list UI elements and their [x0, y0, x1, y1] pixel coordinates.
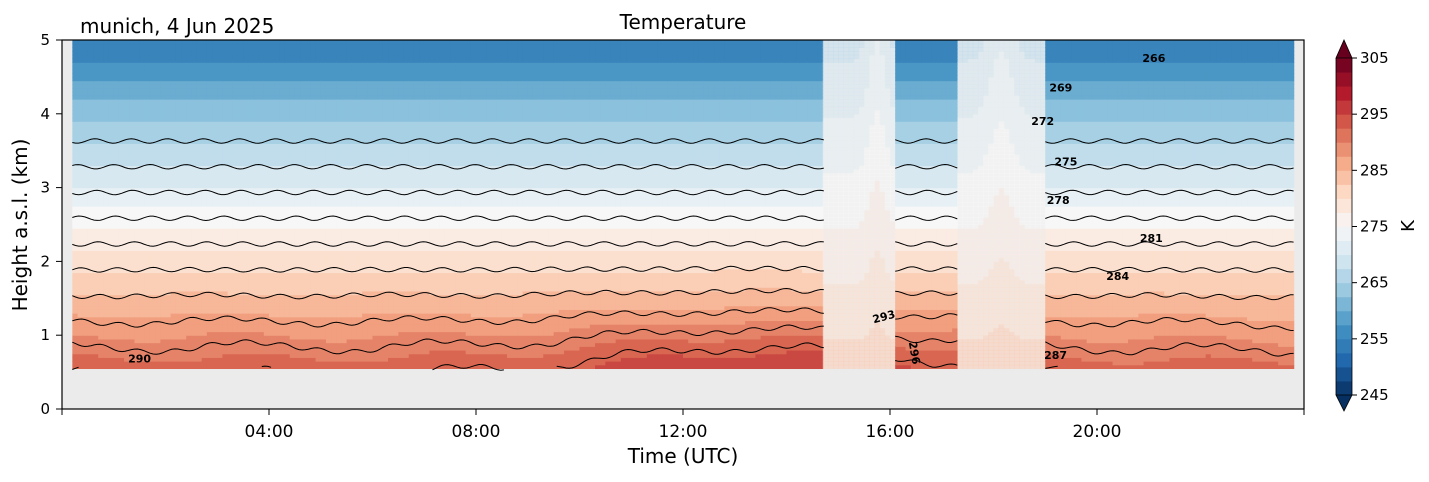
temperature-field — [72, 40, 1294, 369]
location-date-label: munich, 4 Jun 2025 — [80, 14, 274, 38]
contour-label-290: 290 — [128, 353, 151, 366]
colorbar-band — [1336, 156, 1352, 171]
y-axis-title: Height a.s.l. (km) — [8, 139, 32, 312]
colorbar-tick-label: 275 — [1360, 218, 1389, 236]
colorbar-band — [1336, 241, 1352, 256]
contour-label-278: 278 — [1047, 194, 1070, 207]
colorbar-band — [1336, 198, 1352, 213]
x-tick-label: 08:00 — [452, 422, 501, 442]
colorbar-band — [1336, 114, 1352, 129]
chart-title: Temperature — [619, 10, 747, 34]
colorbar-band — [1336, 227, 1352, 242]
x-tick-label: 20:00 — [1073, 422, 1122, 442]
colorbar-tick-label: 285 — [1360, 161, 1389, 179]
contour-label-284: 284 — [1106, 270, 1129, 283]
colorbar-tick-label: 305 — [1360, 49, 1389, 67]
colorbar-tick-label: 265 — [1360, 274, 1389, 292]
colorbar: 245 255 265 275 285 295 305 — [1336, 40, 1389, 411]
colorbar-band — [1336, 72, 1352, 87]
colorbar-tick-label: 245 — [1360, 386, 1389, 404]
colorbar-band — [1336, 353, 1352, 368]
y-tick-label: 5 — [40, 31, 50, 49]
colorbar-band — [1336, 184, 1352, 199]
colorbar-band — [1336, 128, 1352, 143]
colorbar-band — [1336, 58, 1352, 73]
colorbar-tick-label: 295 — [1360, 105, 1389, 123]
colorbar-band — [1336, 297, 1352, 312]
colorbar-band — [1336, 142, 1352, 157]
y-tick-label: 4 — [40, 105, 50, 123]
colorbar-band — [1336, 325, 1352, 340]
x-tick-label: 12:00 — [659, 422, 708, 442]
x-axis: 04:00 08:00 12:00 16:00 20:00 — [62, 409, 1304, 442]
colorbar-band — [1336, 339, 1352, 354]
y-axis: 0 1 2 3 4 5 — [40, 31, 62, 418]
colorbar-tick-label: 255 — [1360, 330, 1389, 348]
y-tick-label: 0 — [40, 400, 50, 418]
contour-label-266: 266 — [1142, 52, 1165, 65]
colorbar-extend-max — [1336, 40, 1352, 58]
contour-label-272: 272 — [1031, 115, 1054, 128]
colorbar-band — [1336, 212, 1352, 227]
colorbar-band — [1336, 255, 1352, 270]
x-tick-label: 04:00 — [245, 422, 294, 442]
colorbar-band — [1336, 381, 1352, 396]
y-tick-label: 2 — [40, 252, 50, 270]
contour-label-275: 275 — [1054, 156, 1077, 169]
y-tick-label: 1 — [40, 326, 50, 344]
colorbar-band — [1336, 170, 1352, 185]
colorbar-extend-min — [1336, 395, 1352, 411]
colorbar-title: K — [1398, 219, 1419, 232]
contour-label-281: 281 — [1140, 232, 1163, 245]
x-axis-title: Time (UTC) — [627, 444, 739, 468]
colorbar-band — [1336, 269, 1352, 284]
colorbar-band — [1336, 367, 1352, 382]
colorbar-band — [1336, 283, 1352, 298]
x-tick-label: 16:00 — [866, 422, 915, 442]
colorbar-band — [1336, 311, 1352, 326]
colorbar-band — [1336, 100, 1352, 115]
colorbar-band — [1336, 86, 1352, 101]
contour-label-287: 287 — [1044, 349, 1067, 362]
contour-label-269: 269 — [1049, 82, 1072, 95]
y-tick-label: 3 — [40, 179, 50, 197]
